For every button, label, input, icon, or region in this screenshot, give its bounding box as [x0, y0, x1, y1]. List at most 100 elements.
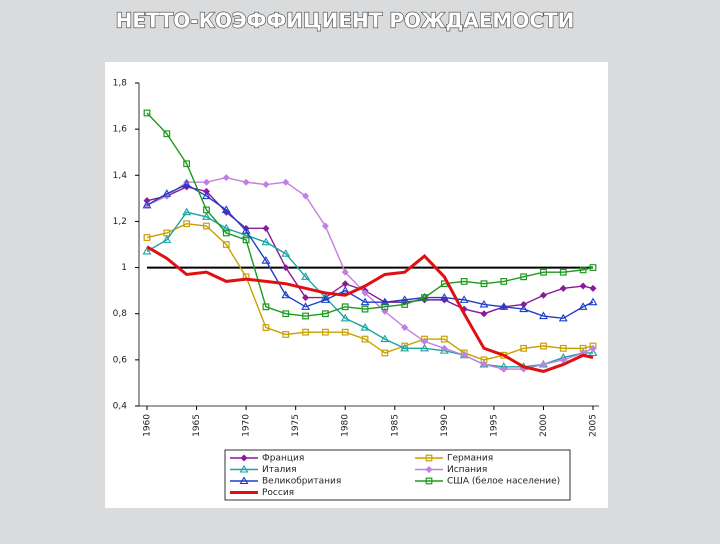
- marker: [183, 220, 191, 228]
- marker: [241, 230, 251, 239]
- marker: [381, 303, 389, 311]
- marker: [143, 234, 151, 241]
- marker: [281, 290, 291, 299]
- marker: [282, 264, 290, 272]
- marker: [281, 249, 291, 257]
- y-tick-label: 1,4: [113, 171, 128, 181]
- marker: [341, 303, 349, 311]
- legend-label: Франция: [262, 454, 304, 464]
- y-tick-label: 1,2: [113, 217, 127, 227]
- marker: [361, 305, 369, 313]
- marker: [262, 324, 270, 331]
- marker: [559, 344, 567, 352]
- marker: [480, 310, 488, 318]
- legend-label: Великобритания: [262, 477, 341, 487]
- marker: [460, 351, 468, 359]
- marker: [162, 189, 172, 197]
- legend-marker: [239, 464, 249, 473]
- marker: [320, 295, 330, 303]
- marker: [142, 246, 152, 255]
- marker: [301, 272, 311, 280]
- y-tick-label: 0,4: [113, 402, 128, 412]
- marker: [360, 322, 370, 331]
- legend-label: Германия: [447, 454, 493, 464]
- marker: [261, 237, 271, 246]
- marker: [242, 178, 250, 186]
- marker: [302, 192, 310, 200]
- marker: [203, 222, 210, 230]
- marker: [459, 295, 469, 303]
- marker: [182, 207, 192, 216]
- marker: [440, 335, 448, 343]
- marker: [262, 303, 270, 311]
- marker: [480, 360, 488, 368]
- legend-marker: [239, 476, 249, 485]
- y-tick-label: 1,8: [113, 79, 128, 89]
- marker: [440, 344, 448, 352]
- marker: [538, 311, 548, 320]
- x-tick-label: 1975: [291, 414, 301, 437]
- marker: [401, 301, 409, 308]
- marker: [420, 343, 429, 352]
- chart-title: НЕТТО-КОЭФФИЦИЕНТ РОЖДАЕМОСТИ: [116, 9, 575, 33]
- marker: [282, 331, 290, 338]
- x-tick-label: 1990: [440, 414, 450, 437]
- marker: [202, 178, 210, 186]
- y-tick-label: 0,6: [113, 355, 128, 365]
- marker: [262, 224, 270, 232]
- marker: [588, 348, 598, 356]
- marker: [282, 310, 290, 318]
- marker: [479, 299, 489, 308]
- marker: [143, 197, 151, 205]
- marker: [460, 278, 468, 285]
- x-tick-label: 1980: [341, 414, 351, 437]
- marker: [302, 328, 309, 336]
- marker: [540, 268, 547, 276]
- marker: [520, 273, 528, 281]
- marker: [202, 187, 210, 195]
- marker: [221, 223, 231, 232]
- y-tick-label: 0,8: [113, 309, 128, 319]
- marker: [421, 294, 428, 301]
- marker: [183, 160, 191, 168]
- marker: [222, 174, 230, 182]
- marker: [500, 365, 508, 373]
- marker: [559, 268, 567, 276]
- marker: [361, 335, 369, 343]
- marker: [578, 302, 588, 310]
- marker: [282, 178, 290, 186]
- marker: [540, 342, 547, 350]
- marker: [301, 302, 311, 310]
- marker: [262, 181, 270, 189]
- marker: [321, 222, 329, 230]
- marker: [499, 302, 509, 310]
- marker: [361, 289, 369, 297]
- marker: [322, 328, 329, 336]
- x-tick-label: 1995: [489, 414, 499, 437]
- marker: [143, 109, 151, 117]
- marker: [589, 284, 597, 292]
- y-tick-label: 1: [121, 263, 127, 273]
- marker: [341, 280, 349, 288]
- marker: [203, 206, 210, 214]
- marker: [381, 349, 389, 357]
- marker: [559, 356, 567, 364]
- marker: [579, 282, 587, 290]
- marker: [520, 300, 528, 308]
- marker: [589, 264, 597, 271]
- marker: [421, 337, 429, 345]
- marker: [340, 286, 350, 294]
- x-tick-label: 2005: [589, 414, 599, 437]
- x-tick-label: 1960: [143, 414, 153, 437]
- marker: [341, 268, 349, 276]
- x-tick-label: 1970: [242, 414, 252, 437]
- marker: [221, 205, 231, 213]
- marker: [360, 297, 370, 306]
- marker: [380, 334, 390, 343]
- marker: [340, 313, 350, 322]
- marker: [142, 200, 152, 209]
- marker: [241, 226, 251, 234]
- series-line: [146, 245, 594, 373]
